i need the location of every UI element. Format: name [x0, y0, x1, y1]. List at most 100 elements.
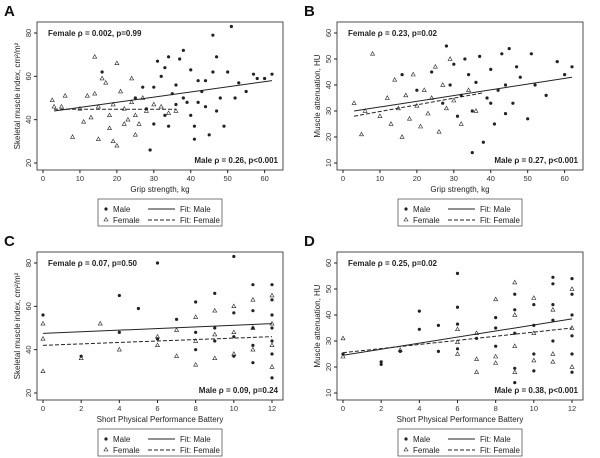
female-point: [358, 131, 364, 137]
male-point: [570, 370, 574, 374]
female-point: [118, 88, 124, 94]
male-point: [514, 65, 519, 69]
male-point: [448, 83, 452, 87]
x-tick-label: 8: [194, 404, 198, 413]
male-point: [455, 322, 460, 326]
male-point: [174, 102, 178, 107]
female-point: [49, 97, 55, 102]
y-tick-label: 40: [324, 81, 333, 89]
female-point: [212, 307, 218, 313]
female-point: [40, 368, 46, 374]
male-point: [494, 344, 498, 348]
legend: Male Female Fit: Male Fit: Female: [97, 198, 223, 227]
male-point: [237, 81, 241, 85]
panel-letter: C: [4, 233, 15, 250]
male-point: [136, 306, 141, 311]
male-point: [232, 254, 236, 259]
male-point: [513, 366, 517, 370]
panel-letter: B: [304, 3, 315, 20]
male-point: [255, 76, 259, 81]
female-point: [340, 335, 346, 341]
female-point: [140, 95, 146, 100]
female-point: [99, 75, 105, 81]
female-point: [193, 338, 199, 343]
male-point: [117, 330, 121, 334]
female-point: [454, 339, 461, 344]
x-tick-label: 6: [155, 404, 159, 413]
y-tick-label: 20: [24, 389, 33, 397]
male-point: [379, 362, 383, 366]
male-point: [211, 33, 215, 37]
fit-line-female: [42, 336, 273, 346]
female-point: [88, 114, 94, 120]
male-point: [233, 96, 237, 100]
male-point: [214, 109, 219, 113]
x-tick-label: 40: [487, 174, 495, 183]
male-point: [229, 24, 233, 29]
male-point: [270, 283, 274, 287]
x-tick-label: 6: [455, 404, 459, 413]
female-point: [231, 303, 237, 309]
male-point: [270, 339, 274, 343]
female-point: [231, 329, 237, 335]
male-point: [270, 313, 274, 317]
y-axis-label: Muscle attenuation, HU: [313, 54, 322, 137]
female-point: [440, 82, 446, 87]
legend-fit-female-label: Fit: Female: [480, 446, 521, 455]
x-tick-label: 10: [530, 404, 538, 413]
female-point: [269, 292, 275, 298]
female-point: [40, 320, 46, 326]
female-point: [193, 314, 199, 319]
x-tick-label: 12: [568, 404, 576, 413]
male-annotation: Male ρ = 0.38, p<0.001: [494, 386, 578, 395]
y-tick-label: 30: [324, 337, 333, 345]
male-point: [181, 48, 185, 52]
female-point: [531, 295, 537, 300]
male-point: [496, 88, 500, 92]
female-point: [40, 336, 46, 341]
female-point: [436, 128, 442, 134]
y-tick-label: 30: [324, 107, 333, 115]
male-point: [444, 44, 449, 48]
male-point: [226, 70, 230, 74]
female-point: [493, 353, 499, 359]
male-point: [270, 376, 274, 380]
female-point: [474, 330, 480, 335]
male-point: [196, 100, 200, 104]
y-tick-label: 40: [24, 115, 33, 123]
female-point: [173, 108, 179, 113]
female-point: [384, 95, 390, 100]
legend-male-label: Male: [413, 205, 431, 214]
panel-letter: D: [304, 233, 315, 250]
male-point: [213, 291, 217, 295]
female-point: [466, 87, 472, 92]
male-point: [533, 83, 537, 87]
male-point: [513, 292, 517, 296]
female-point: [154, 333, 161, 339]
female-point: [95, 136, 101, 141]
female-point: [158, 103, 164, 109]
male-point: [492, 122, 497, 126]
male-point: [511, 101, 515, 105]
male-point: [452, 62, 456, 66]
male-point: [503, 83, 508, 87]
male-point: [466, 73, 471, 77]
legend: Male Female Fit: Male Fit: Female: [397, 198, 523, 227]
male-point: [417, 327, 421, 331]
female-point: [531, 357, 537, 363]
legend-fit-female-label: Fit: Female: [180, 216, 221, 225]
male-point: [232, 335, 236, 339]
female-point: [70, 134, 76, 139]
male-point: [489, 101, 493, 105]
x-tick-label: 10: [376, 174, 384, 183]
x-tick-label: 10: [76, 174, 84, 183]
male-point: [494, 326, 498, 330]
y-tick-label: 80: [24, 29, 33, 37]
x-tick-label: 10: [230, 404, 238, 413]
male-point: [400, 73, 404, 77]
legend-male-marker: [104, 437, 108, 441]
male-point: [570, 292, 574, 296]
x-axis-label: Short Physical Performance Battery: [97, 415, 224, 424]
fit-line-male: [42, 323, 273, 334]
female-annotation: Female ρ = 0.07, p=0.50: [48, 259, 138, 268]
